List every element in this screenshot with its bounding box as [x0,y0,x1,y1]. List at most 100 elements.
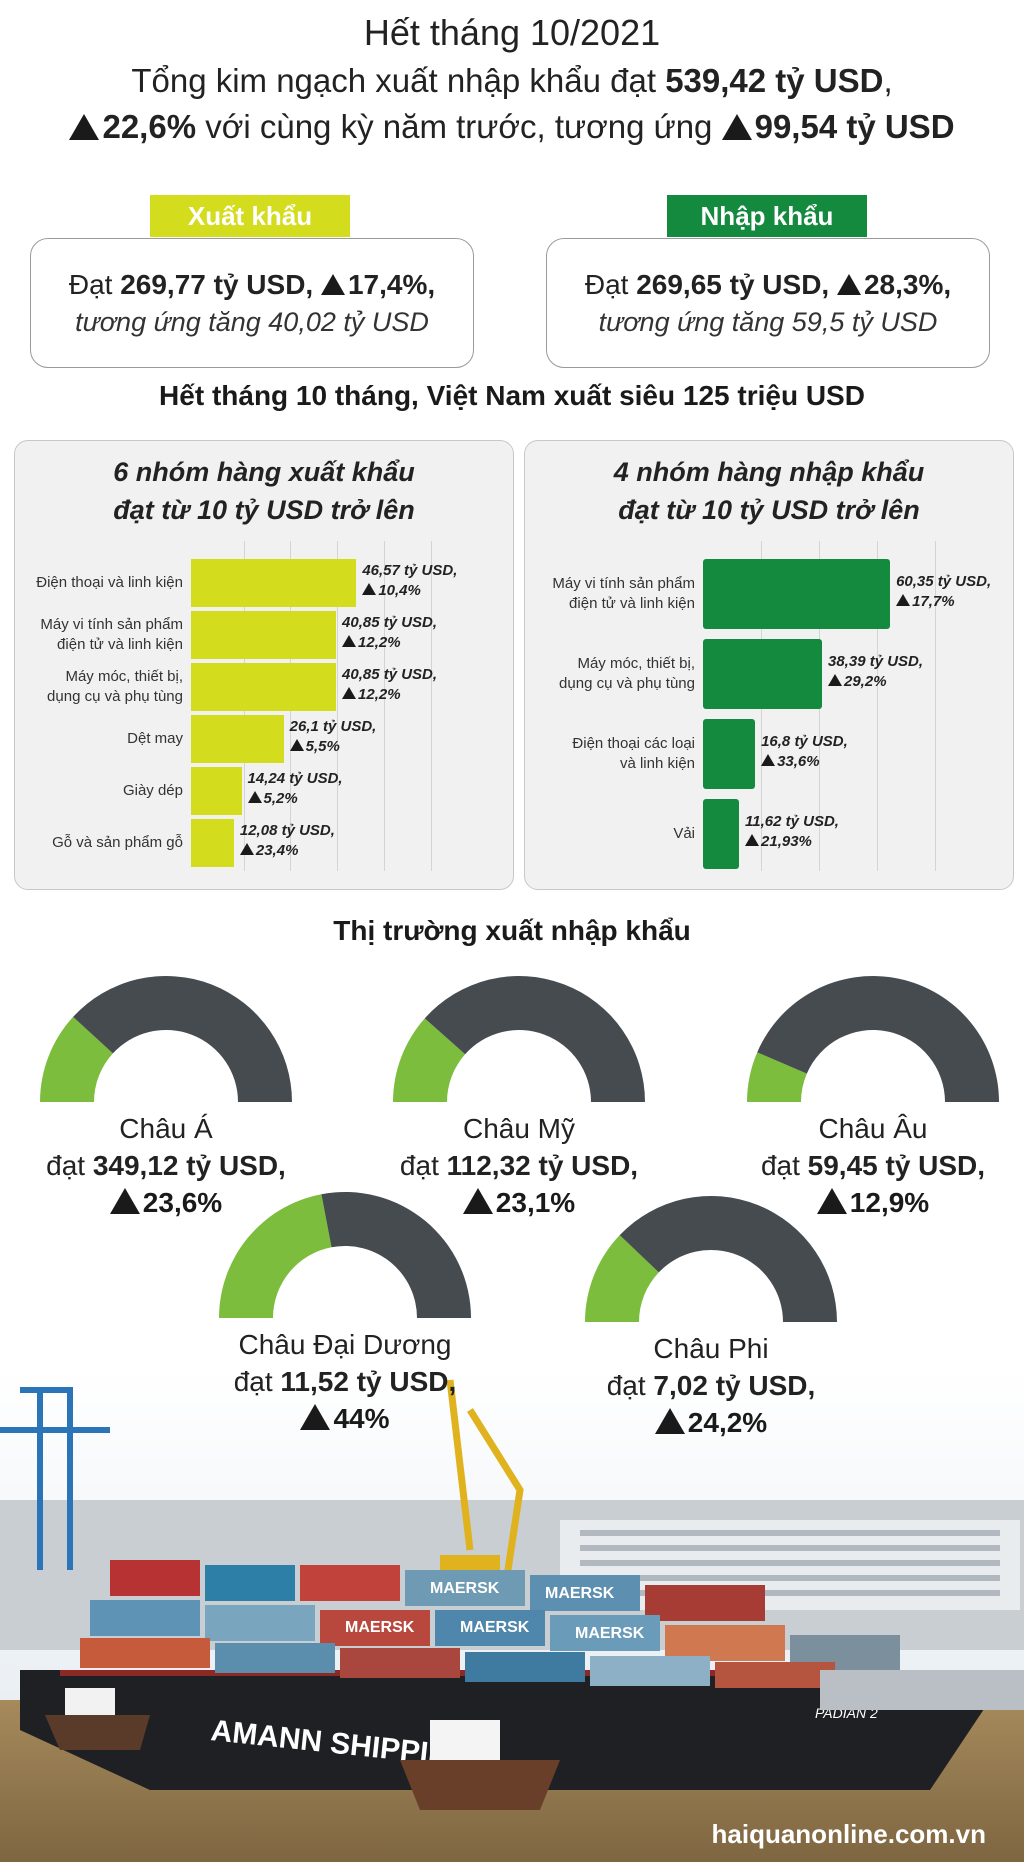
export-chart-category-line: điện tử và linh kiện [57,636,183,653]
market-region-prefix: đạt [606,1370,654,1401]
markets-title: Thị trường xuất nhập khẩu [333,915,691,946]
import-chart-value-text: 60,35 tỷ USD, [896,573,992,590]
market-region-label: Châu Phi đạt 7,02 tỷ USD, 24,2% [561,1330,861,1441]
up-triangle-icon [362,583,377,595]
import-card: Đạt 269,65 tỷ USD, 28,3%, tương ứng tăng… [546,238,990,368]
import-chart-gridline [877,541,878,871]
market-gauge [747,975,999,1102]
export-chart-value-label: 14,24 tỷ USD, 5,2% [247,769,343,809]
headline-growth: 22,6% với cùng kỳ năm trước, tương ứng 9… [0,108,1024,146]
market-region-value: đạt 11,52 tỷ USD, [195,1363,495,1400]
gantry-crane-left [0,1387,110,1570]
headline-total: Tổng kim ngạch xuất nhập khẩu đạt 539,42… [0,62,1024,100]
export-chart-category-label: Dệt may [15,729,183,749]
import-chart-category-label: Điện thoại các loại và linh kiện [525,734,695,774]
export-chart-title-line2: đạt từ 10 tỷ USD trở lên [113,495,415,525]
market-region-label: Châu Âu đạt 59,45 tỷ USD, 12,9% [723,1110,1023,1221]
export-chart-growth-text: 12,2% [342,633,437,653]
export-chart-value-text: 26,1 tỷ USD, [289,718,377,735]
export-chart-growth-text: 10,4% [362,581,457,601]
market-region-growth: 24,2% [561,1404,861,1441]
market-region-name: Châu Âu [818,1113,928,1144]
export-chart-bar [191,819,234,867]
headline-growth-pct: 22,6% [102,108,197,145]
up-triangle-icon [320,274,345,295]
export-chart-value-text: 40,85 tỷ USD, [342,614,438,631]
market-region-value-number: 11,52 tỷ USD, [280,1366,457,1397]
headline-total-suffix: , [883,62,893,99]
up-triangle-icon [69,114,100,140]
surplus-value: 125 triệu USD [682,380,865,411]
import-chart-growth-text: 21,93% [745,832,839,852]
page-title: Hết tháng 10/2021 [363,12,661,53]
export-chart-category-line: Dệt may [127,730,183,747]
market-region-value-number: 7,02 tỷ USD, [653,1370,816,1401]
market-region-value: đạt 112,32 tỷ USD, [369,1147,669,1184]
export-value-line: Đạt 269,77 tỷ USD, 17,4%, [31,269,473,301]
market-gauge-growth-arc [219,1194,332,1318]
export-card: Đạt 269,77 tỷ USD, 17,4%, tương ứng tăng… [30,238,474,368]
export-prefix: Đạt [68,269,121,300]
market-region-growth-value: 23,6% [142,1187,223,1218]
import-chart-bar [703,559,891,629]
market-region-value: đạt 7,02 tỷ USD, [561,1367,861,1404]
import-chart-category-line: dụng cụ và phụ tùng [559,675,695,692]
tugboat-right [400,1720,560,1810]
export-chart-category-line: Gỗ và sản phẩm gỗ [52,834,183,851]
import-chart-category-label: Máy móc, thiết bị, dụng cụ và phụ tùng [525,654,695,694]
market-region-prefix: đạt [233,1366,281,1397]
market-region-value: đạt 349,12 tỷ USD, [16,1147,316,1184]
import-chart-value-label: 11,62 tỷ USD, 21,93% [745,812,839,852]
import-chart-category-label: Vải [525,824,695,844]
import-chart-growth-value: 29,2% [844,673,887,690]
import-chart-value-text: 11,62 tỷ USD, [745,813,839,830]
export-chart-panel: 6 nhóm hàng xuất khẩu đạt từ 10 tỷ USD t… [14,440,514,890]
export-chart-category-label: Máy móc, thiết bị, dụng cụ và phụ tùng [15,667,183,707]
export-chart-value-label: 26,1 tỷ USD, 5,5% [289,717,377,757]
market-gauge-rest-arc [424,976,645,1102]
container-brand-3: MAERSK [345,1619,415,1636]
up-triangle-icon [896,594,911,606]
tugboat-left [45,1688,150,1750]
import-chart-title-line1: 4 nhóm hàng nhập khẩu [613,457,925,487]
market-region-growth: 12,9% [723,1184,1023,1221]
market-region-growth-value: 24,2% [687,1407,768,1438]
up-triangle-icon [828,674,842,686]
export-chart-gridline [431,541,432,871]
up-triangle-icon [745,834,760,846]
market-region-growth-value: 12,9% [849,1187,930,1218]
market-region-value: đạt 59,45 tỷ USD, [723,1147,1023,1184]
market-region-prefix: đạt [399,1150,447,1181]
export-chart-growth-text: 23,4% [239,841,335,861]
export-chart-gridline [337,541,338,871]
container-brand-1: MAERSK [430,1580,500,1597]
up-triangle-icon [247,791,262,803]
import-chart-growth-value: 17,7% [912,593,955,610]
market-gauge [585,1196,837,1322]
up-triangle-icon [289,739,304,751]
export-chart-bar [191,611,337,659]
import-chart-value-label: 60,35 tỷ USD, 17,7% [896,572,991,612]
import-chart-category-line: Máy vi tính sản phẩm [552,575,695,592]
export-chart-category-line: dụng cụ và phụ tùng [47,688,183,705]
ship-hull [20,1670,990,1790]
export-growth: 17,4%, [347,269,436,300]
up-triangle-icon [761,754,776,766]
import-chart-growth-text: 17,7% [896,592,991,612]
import-chart-category-label: Máy vi tính sản phẩm điện tử và linh kiện [525,574,695,614]
up-triangle-icon [300,1404,331,1430]
export-chart-bar [191,663,337,711]
export-chart-title-line1: 6 nhóm hàng xuất khẩu [113,457,415,487]
export-chart-value-text: 14,24 tỷ USD, [247,770,343,787]
market-region-value-number: 59,45 tỷ USD, [807,1150,986,1181]
export-chart-category-label: Điện thoại và linh kiện [15,573,183,593]
export-chart-value-label: 40,85 tỷ USD, 12,2% [342,613,437,653]
import-chart-category-line: Vải [673,825,695,842]
market-region-prefix: đạt [760,1150,808,1181]
export-chart-growth-value: 12,2% [358,686,401,703]
market-region-growth: 23,1% [369,1184,669,1221]
market-gauge-growth-arc [747,1052,807,1102]
market-region-name: Châu Mỹ [462,1113,576,1144]
headline-increase-value: 99,54 tỷ USD [754,108,955,145]
export-chart-category-label: Máy vi tính sản phẩm điện tử và linh kiện [15,615,183,655]
